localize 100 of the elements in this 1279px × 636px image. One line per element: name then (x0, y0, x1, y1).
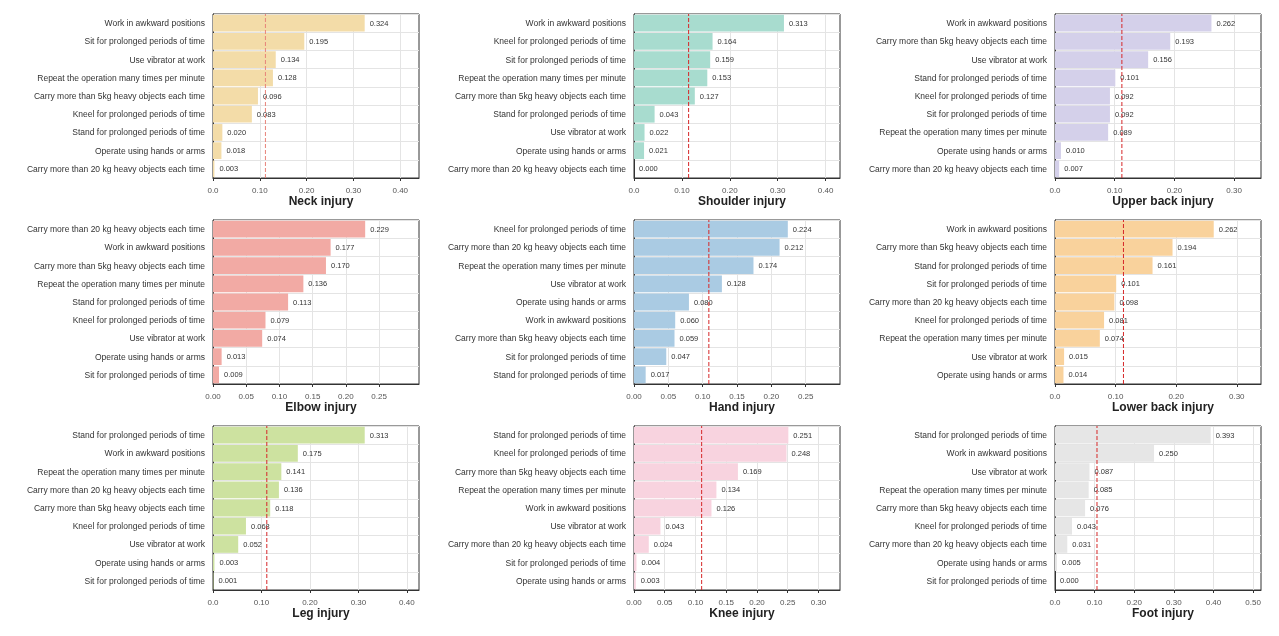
y-tick-label: Stand for prolonged periods of time (72, 297, 206, 307)
y-tick-label: Stand for prolonged periods of time (493, 109, 627, 120)
x-tick-label: 0.20 (763, 391, 780, 401)
x-tick-label: 0.10 (1107, 391, 1124, 401)
bar (1055, 293, 1115, 311)
y-tick-label: Repeat the operation many times per minute (879, 333, 1048, 344)
y-tick-label: Stand for prolonged periods of time (914, 430, 1048, 441)
bar (213, 14, 365, 32)
text: Lower back injury (1111, 400, 1215, 414)
y-tick-label: Carry more than 20 kg heavy objects each time (868, 539, 1048, 550)
y-tick-label: Carry more than 5kg heavy objects each time (454, 333, 627, 344)
y-tick-label: Use vibrator at work (550, 127, 627, 138)
y-tick-label: Carry more than 5kg heavy objects each time (33, 503, 206, 513)
y-tick-label: Use vibrator at work (971, 466, 1048, 477)
x-tick-label: 0.00 (626, 597, 643, 607)
y-tick-label: Use vibrator at work (971, 54, 1048, 65)
y-tick-label: Carry more than 5kg heavy objects each time (454, 466, 627, 477)
x-tick-label: 0.20 (302, 597, 319, 607)
y-tick-label: Use vibrator at work (129, 333, 206, 344)
x-tick-label: 0.10 (674, 185, 691, 195)
x-tick-label: 0.10 (687, 597, 704, 607)
bar (634, 87, 695, 105)
x-tick-label: 0.20 (1168, 391, 1185, 401)
x-tick-label: 0.0 (1049, 391, 1062, 401)
text: Upper back injury (1112, 194, 1214, 208)
x-tick-label: 0.40 (392, 185, 409, 195)
y-tick-label: Sit for prolonged periods of time (84, 36, 206, 47)
text: Elbow injury (285, 400, 357, 414)
x-tick-label: 0.0 (207, 185, 220, 195)
x-tick-label: 0.15 (304, 391, 322, 401)
y-tick-label: Sit for prolonged periods of time (505, 351, 627, 362)
y-tick-label: Stand for prolonged periods of time (493, 369, 627, 380)
y-tick-label: Work in awkward positions (525, 503, 626, 513)
y-tick-label: Carry more than 20 kg heavy objects each time (868, 163, 1048, 174)
y-tick-label: Kneel for prolonged periods of time (493, 448, 627, 459)
bar (213, 499, 271, 517)
y-tick-label: Sit for prolonged periods of time (926, 575, 1048, 586)
y-tick-label: Kneel for prolonged periods of time (914, 315, 1048, 326)
y-tick-label: Work in awkward positions (104, 448, 205, 459)
y-tick-label: Use vibrator at work (129, 539, 206, 550)
x-tick-label: 0.0 (1049, 597, 1062, 607)
x-tick-label: 0.05 (660, 391, 677, 401)
y-tick-label: Carry more than 5kg heavy objects each time (875, 503, 1048, 513)
y-tick-label: Carry more than 20 kg heavy objects each time (26, 224, 206, 235)
x-tick-label: 0.20 (1126, 597, 1143, 607)
x-tick-label: 0.00 (205, 391, 222, 401)
bar (213, 220, 366, 238)
x-tick-label: 0.00 (626, 391, 643, 401)
text: Neck injury (288, 194, 354, 208)
y-tick-label: Repeat the operation many times per minute (37, 466, 206, 477)
x-tick-label: 0.0 (628, 185, 641, 195)
x-tick-label: 0.40 (817, 185, 834, 195)
y-tick-label: Carry more than 20 kg heavy objects each time (447, 163, 627, 174)
bar (213, 293, 289, 311)
y-tick-label: Work in awkward positions (104, 18, 205, 29)
x-tick-label: 0.20 (338, 391, 355, 401)
y-tick-label: Carry more than 5kg heavy objects each time (875, 242, 1048, 253)
x-tick-label: 0.30 (769, 185, 787, 195)
y-tick-label: Carry more than 5kg heavy objects each time (454, 91, 627, 101)
y-tick-label: Operate using hands or arms (515, 145, 626, 156)
x-tick-label: 0.10 (694, 391, 711, 401)
y-tick-label: Operate using hands or arms (94, 351, 205, 362)
x-tick-label: 0.30 (810, 597, 827, 607)
bar (634, 426, 789, 444)
y-tick-label: Operate using hands or arms (936, 557, 1047, 568)
y-tick-label: Work in awkward positions (946, 18, 1047, 29)
y-tick-label: Operate using hands or arms (515, 297, 626, 307)
y-tick-label: Work in awkward positions (525, 315, 626, 326)
y-tick-label: Kneel for prolonged periods of time (914, 521, 1048, 532)
y-tick-label: Sit for prolonged periods of time (505, 54, 627, 65)
bar (634, 14, 784, 32)
y-tick-label: Operate using hands or arms (94, 557, 205, 568)
bar (634, 499, 712, 517)
x-tick-label: 0.25 (797, 391, 814, 401)
text: Knee injury (709, 606, 775, 620)
x-tick-label: 0.30 (1166, 597, 1183, 607)
y-tick-label: Operate using hands or arms (936, 369, 1047, 380)
y-tick-label: Sit for prolonged periods of time (84, 369, 206, 380)
bar (1055, 14, 1212, 32)
y-tick-label: Repeat the operation many times per minute (458, 484, 627, 495)
y-tick-label: Work in awkward positions (525, 18, 626, 29)
y-tick-label: Sit for prolonged periods of time (926, 278, 1048, 289)
y-tick-label: Carry more than 20 kg heavy objects each time (447, 242, 627, 253)
y-tick-label: Carry more than 5kg heavy objects each time (33, 91, 206, 101)
bar (634, 220, 788, 238)
x-tick-label: 0.15 (729, 391, 746, 401)
y-tick-label: Work in awkward positions (104, 242, 205, 253)
bar (213, 366, 219, 384)
y-tick-label: Work in awkward positions (946, 224, 1047, 235)
x-tick-label: 0.50 (1245, 597, 1262, 607)
bar (213, 426, 365, 444)
y-tick-label: Repeat the operation many times per minute (879, 484, 1048, 495)
y-tick-label: Stand for prolonged periods of time (914, 260, 1048, 271)
y-tick-label: Repeat the operation many times per minute (879, 127, 1048, 138)
x-tick-label: 0.25 (371, 391, 388, 401)
y-tick-label: Kneel for prolonged periods of time (493, 36, 627, 47)
bar (1055, 366, 1064, 384)
x-tick-label: 0.20 (298, 185, 315, 195)
x-tick-label: 0.30 (345, 185, 362, 195)
y-tick-label: Sit for prolonged periods of time (926, 109, 1048, 120)
